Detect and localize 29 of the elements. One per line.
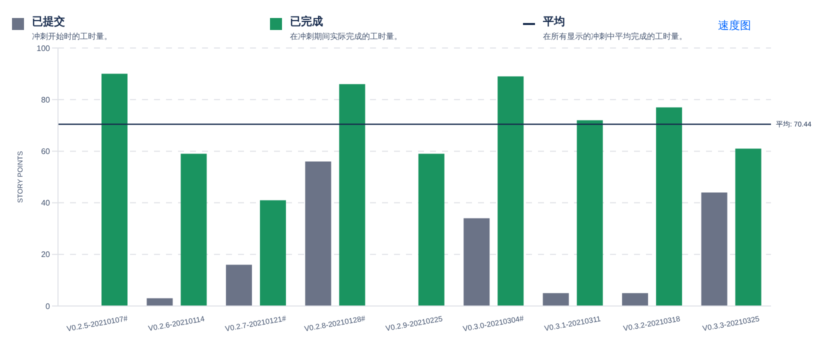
bar: [701, 192, 728, 306]
bar: [260, 200, 286, 306]
bar: [226, 264, 252, 306]
legend-label: 已完成: [290, 14, 324, 29]
bar: [102, 74, 128, 306]
y-tick-label: 100: [36, 44, 51, 53]
bar: [542, 293, 569, 306]
bar: [735, 148, 762, 306]
bar: [418, 154, 444, 306]
text: 平均: [543, 15, 566, 29]
bar: [576, 120, 603, 306]
bar: [656, 107, 682, 306]
legend-label: 已提交: [32, 14, 66, 29]
y-tick-label: 20: [41, 250, 51, 260]
text: 冲刺开始时的工时量。: [32, 31, 112, 42]
bar: [498, 76, 524, 306]
text: 在冲刺期间实际完成的工时量。: [290, 31, 402, 42]
text: 在所有显示的冲刺中平均完成的工时量。: [543, 31, 687, 42]
y-tick-label: 40: [41, 198, 51, 208]
bar: [339, 84, 366, 306]
bar: [464, 218, 490, 306]
bar: [146, 298, 173, 306]
bar: [180, 154, 207, 306]
bar: [622, 293, 648, 306]
y-tick-label: 80: [41, 95, 51, 104]
y-tick-label: 60: [41, 147, 51, 156]
y-tick-label: 0: [46, 302, 51, 311]
text: 速度图: [718, 18, 751, 33]
bar: [305, 162, 332, 306]
